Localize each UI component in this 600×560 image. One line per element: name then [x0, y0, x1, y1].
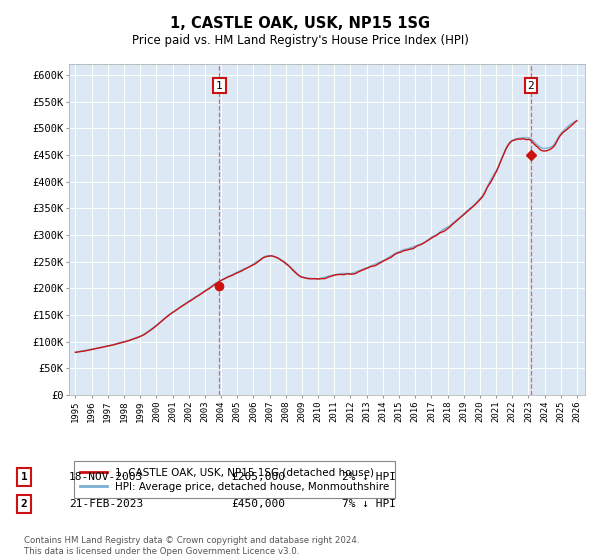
Legend: 1, CASTLE OAK, USK, NP15 1SG (detached house), HPI: Average price, detached hous: 1, CASTLE OAK, USK, NP15 1SG (detached h… [74, 461, 395, 498]
Text: Contains HM Land Registry data © Crown copyright and database right 2024.
This d: Contains HM Land Registry data © Crown c… [24, 536, 359, 556]
Text: Price paid vs. HM Land Registry's House Price Index (HPI): Price paid vs. HM Land Registry's House … [131, 34, 469, 46]
Text: 21-FEB-2023: 21-FEB-2023 [69, 499, 143, 509]
Text: 2% ↓ HPI: 2% ↓ HPI [342, 472, 396, 482]
Text: 7% ↓ HPI: 7% ↓ HPI [342, 499, 396, 509]
Text: 2: 2 [527, 81, 534, 91]
Text: 1: 1 [20, 472, 28, 482]
Text: £450,000: £450,000 [231, 499, 285, 509]
Text: 1: 1 [216, 81, 223, 91]
Text: 2: 2 [20, 499, 28, 509]
Text: £205,000: £205,000 [231, 472, 285, 482]
Text: 1, CASTLE OAK, USK, NP15 1SG: 1, CASTLE OAK, USK, NP15 1SG [170, 16, 430, 31]
Text: 18-NOV-2003: 18-NOV-2003 [69, 472, 143, 482]
